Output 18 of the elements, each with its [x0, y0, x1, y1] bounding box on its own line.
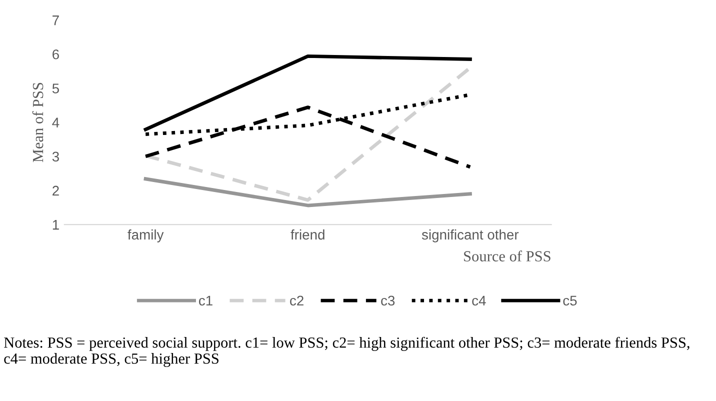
legend-label: c1	[199, 296, 212, 306]
y-tick-label: 2	[52, 186, 59, 196]
legend-label: c5	[563, 296, 577, 306]
y-tick-label: 3	[52, 152, 59, 162]
y-tick-label: 7	[52, 16, 59, 26]
legend-label: c3	[381, 296, 395, 306]
legend-label: c4	[472, 296, 486, 306]
y-tick-label: 6	[52, 49, 59, 60]
y-axis-title: Mean of PSS	[32, 82, 44, 162]
x-tick-label: significant other	[422, 229, 519, 242]
text: Notes: PSS = perceived social support. c1= low PSS; c2= high significant other PSS; c3= moderate friends PSS, c4= moderate PSS, c5= higher PSS	[4, 336, 690, 367]
x-axis-title: Source of PSS	[464, 250, 550, 262]
y-tick-label: 4	[52, 118, 60, 128]
y-tick-label: 1	[52, 220, 59, 230]
x-tick-label: friend	[290, 229, 324, 240]
legend-label: c2	[290, 296, 304, 306]
y-tick-label: 5	[52, 84, 59, 94]
x-tick-label: family	[128, 229, 164, 242]
